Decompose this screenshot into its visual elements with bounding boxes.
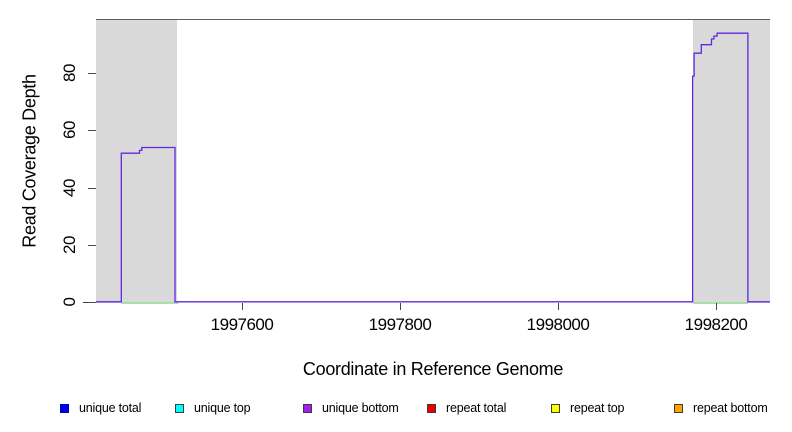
x-tick-label: 1997600: [210, 315, 274, 334]
x-tick-mark: [400, 303, 401, 310]
legend-item: repeat bottom: [674, 402, 768, 415]
legend-swatch-icon: [674, 404, 683, 413]
legend: unique total unique top unique bottom repea…: [0, 398, 792, 420]
legend-label: repeat top: [570, 401, 625, 415]
y-tick-mark: [88, 245, 96, 246]
y-tick-mark: [88, 188, 96, 189]
legend-swatch-icon: [60, 404, 69, 413]
x-tick-mark: [716, 303, 717, 310]
plot-box-top-border: [96, 19, 770, 20]
y-tick-mark: [88, 302, 96, 303]
x-tick-mark: [242, 303, 243, 310]
x-axis-label: Coordinate in Reference Genome: [302, 359, 564, 379]
y-tick-label: 80: [60, 64, 79, 82]
x-tick-label: 1998000: [526, 315, 590, 334]
shaded-repeat-region: [692, 20, 770, 303]
shaded-repeat-region: [96, 20, 178, 303]
y-tick-mark: [88, 130, 96, 131]
y-axis-label: Read Coverage Depth: [19, 74, 40, 248]
legend-item: repeat total: [427, 402, 506, 415]
y-tick-label: 40: [60, 179, 79, 197]
coverage-step-line: [96, 32, 770, 303]
legend-swatch-icon: [427, 404, 436, 413]
legend-swatch-icon: [303, 404, 312, 413]
legend-label: unique bottom: [322, 401, 399, 415]
y-tick-label: 20: [60, 236, 79, 254]
x-tick-label: 1998200: [684, 315, 748, 334]
plot-canvas: [96, 32, 770, 304]
legend-swatch-icon: [551, 404, 560, 413]
x-tick-mark: [558, 303, 559, 310]
x-tick-label: 1997800: [368, 315, 432, 334]
legend-item: unique total: [60, 402, 141, 415]
y-tick-label: 60: [60, 121, 79, 139]
legend-item: unique top: [175, 401, 251, 415]
legend-label: unique total: [79, 401, 142, 415]
y-tick-label: 0: [60, 297, 79, 307]
legend-label: repeat bottom: [693, 401, 768, 415]
legend-item: repeat top: [551, 402, 624, 415]
legend-label: unique top: [194, 401, 251, 415]
legend-item: unique bottom: [303, 402, 399, 415]
legend-label: repeat total: [446, 401, 507, 415]
legend-swatch-icon: [175, 404, 184, 413]
y-tick-mark: [88, 73, 96, 74]
